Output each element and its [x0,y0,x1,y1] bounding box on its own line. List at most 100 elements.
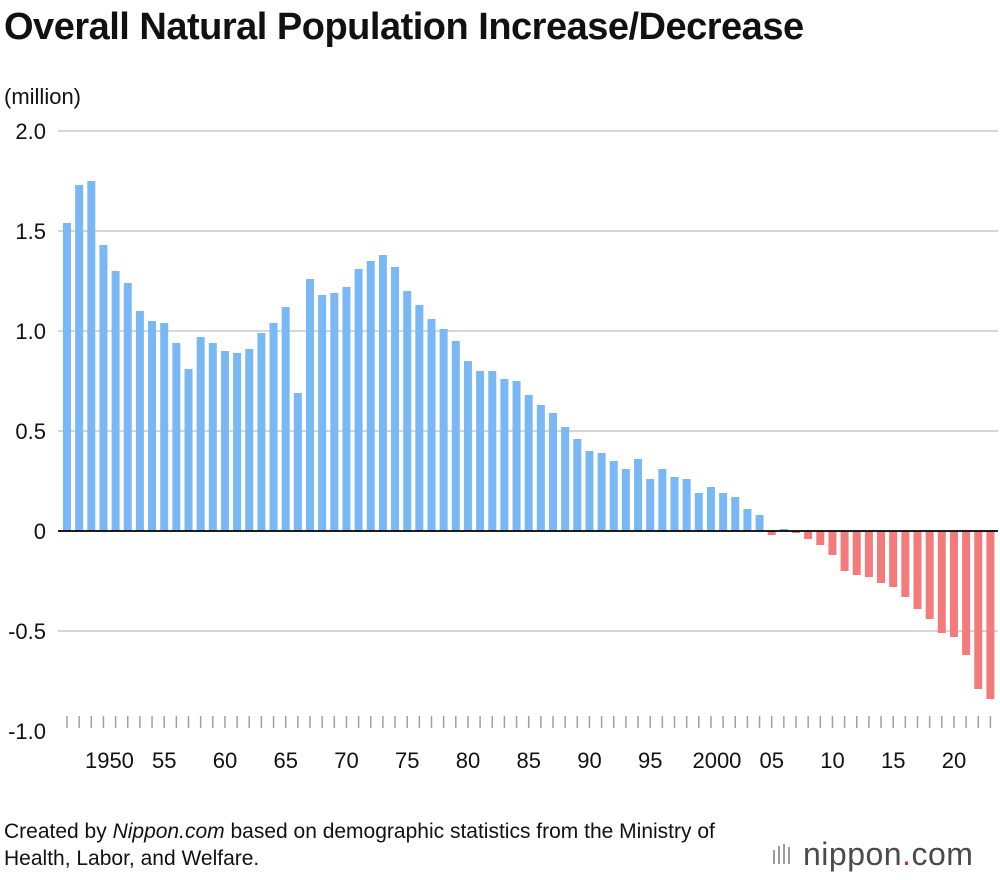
bar [828,531,837,555]
bar [451,341,460,531]
bar [427,319,436,531]
bar [536,405,545,531]
y-tick-label: 0.5 [15,419,46,444]
x-tick-label: 55 [152,748,176,773]
bar [293,393,302,531]
logo-dot: . [902,836,912,872]
bar [135,311,144,531]
bar [889,531,898,587]
bar [694,493,703,531]
x-tick-label: 20 [942,748,966,773]
bar [160,323,169,531]
bar [172,343,181,531]
x-tick-label: 95 [638,748,662,773]
bar [949,531,958,637]
x-tick-label: 75 [395,748,419,773]
natural-population-chart: 2.0 1.5 1.0 0.5 0 -0.5 -1.0 1950 55 60 65 70 75 80 85 9… [4,84,998,773]
axes: 2.0 1.5 1.0 0.5 0 -0.5 -1.0 1950 55 60 65 70 75 80 85 9… [8,119,998,773]
bar [986,531,995,699]
bar [743,509,752,531]
bar [87,181,96,531]
x-tick-label: 1950 [85,748,134,773]
source-note: Created by Nippon.com based on demograph… [4,818,724,872]
bar [913,531,922,609]
bar [75,185,84,531]
y-tick-label: -1.0 [8,719,46,744]
x-tick-label: 15 [881,748,905,773]
bar [330,293,339,531]
bar [609,461,618,531]
bar [792,531,800,533]
bar [779,529,788,531]
bar [840,531,849,571]
bar [512,381,521,531]
y-tick-label: -0.5 [8,619,46,644]
nippon-logo: nippon.com [771,836,973,873]
bar [670,477,679,531]
bar [755,515,764,531]
bars [63,181,995,699]
y-tick-label: 1.5 [15,219,46,244]
bar [561,427,570,531]
x-tick-label: 70 [334,748,358,773]
bar [463,361,472,531]
bar [354,269,363,531]
bar [99,245,108,531]
bar [500,379,509,531]
bar [233,353,242,531]
bar [852,531,861,575]
bar [269,323,278,531]
source-suffix: based on demographic statistics from the… [4,820,715,870]
bar [597,453,606,531]
y-tick-label: 1.0 [15,319,46,344]
x-tick-label: 10 [820,748,844,773]
bar [925,531,934,619]
bar [658,469,667,531]
bar [974,531,983,689]
bar [877,531,886,583]
bar [220,351,229,531]
bar [731,497,740,531]
source-prefix: Created by [4,820,113,843]
bar [184,369,193,531]
bar [366,261,375,531]
bar [196,337,205,531]
bar [148,321,157,531]
bar [403,291,412,531]
bar [962,531,971,655]
bar [901,531,910,597]
y-tick-label: 0 [34,519,46,544]
bar [621,469,630,531]
bar [306,279,314,531]
bar [257,333,266,531]
bar [573,439,582,531]
bar [391,267,400,531]
bar [682,479,691,531]
x-tick-label: 60 [213,748,237,773]
y-axis-label: (million) [4,84,81,109]
bar [816,531,825,545]
x-tick-label: 05 [759,748,783,773]
bar [719,493,728,531]
bar [549,413,557,531]
bar [488,371,497,531]
bar [342,287,351,531]
logo-tld: com [911,836,974,872]
bar [767,531,776,535]
bar [706,487,715,531]
x-tick-label: 90 [577,748,601,773]
bar [476,371,485,531]
bar [585,451,594,531]
x-tick-label: 80 [456,748,480,773]
bar [378,255,387,531]
bar [804,531,813,539]
bar [63,223,71,531]
bar [111,271,120,531]
chart-title: Overall Natural Population Increase/Decr… [4,6,804,48]
source-site: Nippon.com [112,820,225,843]
bar [646,479,655,531]
bar [937,531,946,633]
bar [318,295,327,531]
x-tick-label: 2000 [692,748,741,773]
bar [634,459,643,531]
